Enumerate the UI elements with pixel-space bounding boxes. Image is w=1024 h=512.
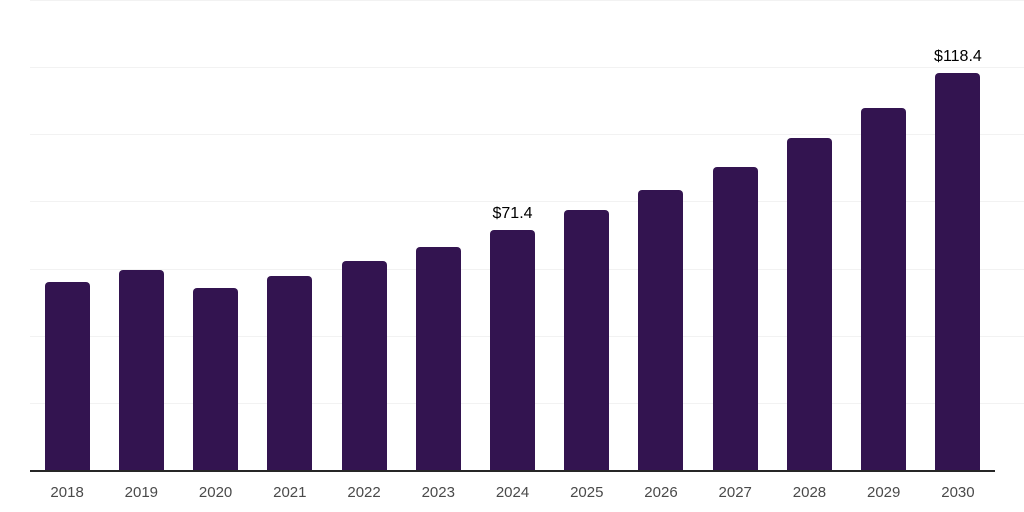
bar-2030: $118.4: [934, 48, 982, 470]
bar-2020: [193, 288, 239, 470]
bar-2021: [267, 276, 313, 470]
bar-2018: [44, 282, 90, 470]
x-axis-label-2020: 2020: [198, 484, 233, 501]
x-axis-label-2030: 2030: [941, 484, 975, 501]
gridline-100: [30, 134, 1024, 136]
bar-slot-2021: [253, 0, 327, 470]
bar-2025: [564, 210, 610, 470]
bar-2022: [341, 261, 387, 470]
x-axis-label-2019: 2019: [124, 484, 159, 501]
gridline-140: [30, 0, 1024, 1]
x-axis-label-2023: 2023: [421, 484, 455, 501]
x-axis-labels: 2018 2019 2020 2021 2022 2023 2024 2025 2026 2027…: [30, 484, 995, 502]
x-axis-label-2028: 2028: [792, 484, 827, 501]
x-axis-label-2022: 2022: [347, 484, 381, 501]
gridline-120: [30, 67, 1024, 69]
bar-2029: [861, 107, 907, 470]
bar-slot-2018: [30, 0, 104, 470]
plot-area: $71.4 $118.4: [30, 0, 1024, 472]
bar-2027: [712, 166, 758, 470]
bar-slot-2026: [624, 0, 698, 470]
bar-slot-2019: [104, 0, 178, 470]
x-axis-label-2021: 2021: [273, 484, 307, 501]
x-axis-label-2026: 2026: [644, 484, 678, 501]
bar-2023: [415, 247, 461, 470]
bar-series: $71.4 $118.4: [30, 0, 995, 470]
bar-2024: $71.4: [490, 206, 536, 470]
x-axis-label-2025: 2025: [570, 484, 604, 501]
bar-slot-2023: [401, 0, 475, 470]
bar-slot-2025: [550, 0, 624, 470]
bar-slot-2020: [178, 0, 252, 470]
bar-slot-2024: $71.4: [475, 0, 549, 470]
bar-2028: [786, 137, 832, 470]
x-axis-label-2029: 2029: [867, 484, 901, 501]
bar-value-label-2030: $118.4: [934, 47, 982, 65]
bar-slot-2027: [698, 0, 772, 470]
gridline-80: [30, 201, 1024, 203]
x-axis-label-2018: 2018: [50, 484, 84, 501]
x-axis-label-2024: 2024: [495, 484, 530, 501]
bar-slot-2029: [847, 0, 921, 470]
bar-slot-2022: [327, 0, 401, 470]
bar-value-label-2024: $71.4: [492, 205, 533, 223]
bar-2026: [638, 190, 684, 470]
x-axis-label-2027: 2027: [718, 484, 752, 501]
bar-slot-2030: $118.4: [921, 0, 995, 470]
bar-2019: [118, 270, 164, 470]
bar-slot-2028: [772, 0, 846, 470]
x-axis-line: [30, 470, 995, 472]
